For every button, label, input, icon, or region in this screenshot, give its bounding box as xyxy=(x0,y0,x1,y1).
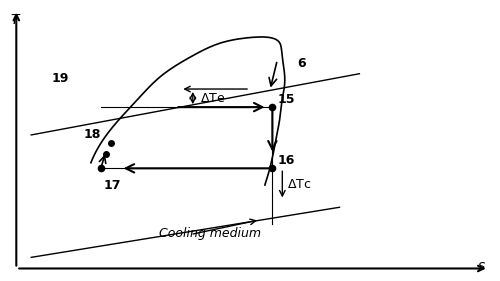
Text: 17: 17 xyxy=(104,180,121,192)
Text: Cooling medium: Cooling medium xyxy=(159,227,261,240)
Text: 19: 19 xyxy=(51,72,68,85)
Text: 18: 18 xyxy=(84,128,101,140)
Text: T: T xyxy=(10,13,19,26)
Text: 15: 15 xyxy=(278,93,295,106)
Text: $\Delta$Tc: $\Delta$Tc xyxy=(288,178,312,191)
Text: 16: 16 xyxy=(278,154,294,167)
Text: $\Delta$Te: $\Delta$Te xyxy=(200,92,226,105)
Text: s: s xyxy=(478,259,485,273)
Text: 6: 6 xyxy=(297,56,306,70)
